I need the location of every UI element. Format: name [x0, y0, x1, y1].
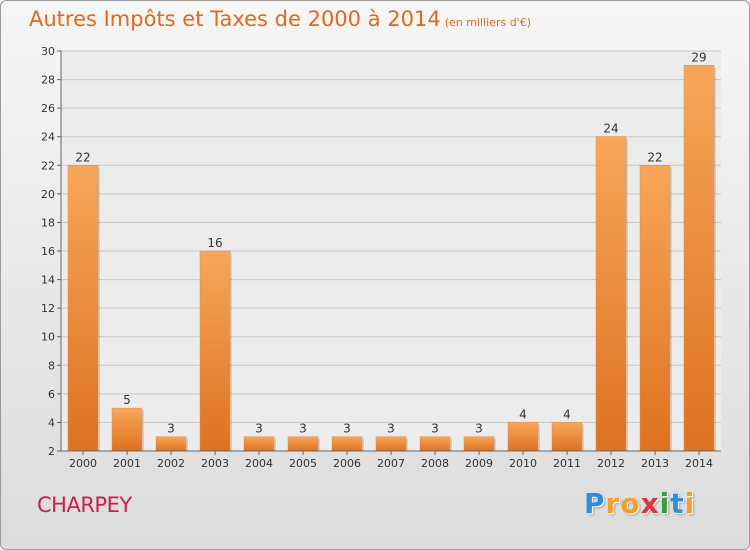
- bar: [331, 436, 363, 452]
- x-tick-label: 2002: [157, 457, 185, 470]
- bar-value-label: 22: [647, 150, 662, 164]
- bar: [111, 407, 143, 452]
- y-tick-label: 14: [41, 274, 55, 287]
- x-tick-label: 2009: [465, 457, 493, 470]
- bar-value-label: 4: [519, 407, 527, 421]
- logo-letter: x: [640, 487, 660, 520]
- bar-value-label: 3: [343, 422, 351, 436]
- bar-value-label: 3: [475, 422, 483, 436]
- logo-letter: i: [659, 487, 671, 520]
- bar-value-label: 5: [123, 393, 131, 407]
- bar: [375, 436, 407, 452]
- commune-name: CHARPEY: [37, 493, 132, 517]
- bar: [419, 436, 451, 452]
- x-tick-label: 2010: [509, 457, 537, 470]
- x-tick-label: 2003: [201, 457, 229, 470]
- logo-letter: P: [584, 487, 606, 520]
- bar: [243, 436, 275, 452]
- y-tick-label: 24: [41, 131, 55, 144]
- y-tick-label: 20: [41, 188, 55, 201]
- logo-letter: o: [620, 487, 641, 520]
- x-tick-label: 2012: [597, 457, 625, 470]
- bar: [463, 436, 495, 452]
- bar: [67, 165, 99, 452]
- y-tick-label: 18: [41, 216, 55, 229]
- y-tick-label: 28: [41, 74, 55, 87]
- x-tick-label: 2008: [421, 457, 449, 470]
- labels-layer: 22 5 3 16 3 3 3 3 3 3 4 4 24 22 29: [75, 50, 706, 435]
- logo-letter: r: [605, 487, 621, 520]
- logo-letter: i: [684, 487, 696, 520]
- chart-subtitle: (en milliers d'€): [444, 16, 531, 29]
- y-tick-label: 8: [48, 359, 55, 372]
- y-tick-label: 6: [48, 388, 55, 401]
- bar-value-label: 3: [431, 422, 439, 436]
- bar-value-label: 3: [167, 422, 175, 436]
- bar-value-label: 4: [563, 407, 571, 421]
- bar-value-label: 29: [691, 50, 706, 64]
- x-tick-label: 2000: [69, 457, 97, 470]
- x-tick-label: 2011: [553, 457, 581, 470]
- bar: [507, 422, 539, 452]
- x-tick-label: 2005: [289, 457, 317, 470]
- y-tick-label: 10: [41, 331, 55, 344]
- y-tick-label: 4: [48, 416, 55, 429]
- bar: [683, 65, 715, 452]
- x-tick-label: 2007: [377, 457, 405, 470]
- x-tick-label: 2006: [333, 457, 361, 470]
- logo-letter: t: [670, 487, 685, 520]
- y-tick-label: 26: [41, 102, 55, 115]
- x-tick-label: 2004: [245, 457, 273, 470]
- chart-title: Autres Impôts et Taxes de 2000 à 2014 (en…: [29, 7, 531, 31]
- y-tick-label: 16: [41, 245, 55, 258]
- x-tick-label: 2001: [113, 457, 141, 470]
- bar-value-label: 3: [299, 422, 307, 436]
- bar: [287, 436, 319, 452]
- bar: [199, 250, 231, 452]
- bar: [155, 436, 187, 452]
- bars-layer: [67, 65, 716, 452]
- bar: [639, 165, 671, 452]
- y-tick-label: 2: [48, 445, 55, 458]
- x-tick-label: 2013: [641, 457, 669, 470]
- proxiti-logo: Proxiti: [584, 487, 695, 520]
- bar: [595, 136, 627, 452]
- bar-value-label: 3: [387, 422, 395, 436]
- y-tick-label: 30: [41, 45, 55, 58]
- y-tick-label: 22: [41, 159, 55, 172]
- bar: [551, 422, 583, 452]
- bar-value-label: 3: [255, 422, 263, 436]
- bar-value-label: 22: [75, 150, 90, 164]
- bar-value-label: 16: [207, 236, 222, 250]
- y-tick-label: 12: [41, 302, 55, 315]
- chart-title-text: Autres Impôts et Taxes de 2000 à 2014: [29, 7, 441, 31]
- bar-value-label: 24: [603, 122, 618, 136]
- x-tick-label: 2014: [685, 457, 713, 470]
